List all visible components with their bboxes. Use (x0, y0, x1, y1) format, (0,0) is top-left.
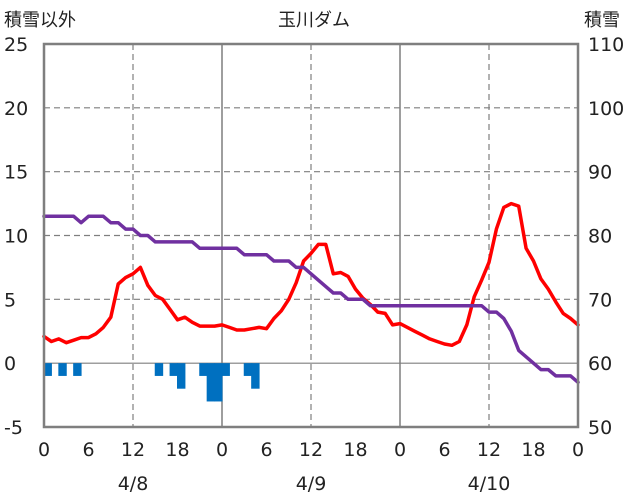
x-tick-label: 12 (299, 439, 323, 461)
y-right-tick-label: 80 (588, 226, 612, 248)
precip-bar (251, 363, 260, 389)
y-left-tick-label: 20 (4, 98, 28, 120)
temperature-line (42, 201, 580, 348)
grid-lines (44, 44, 578, 427)
precip-bar (221, 363, 230, 376)
y-left-tick-label: -5 (4, 417, 23, 439)
precip-bar (169, 363, 178, 376)
x-tick-label: 0 (38, 439, 50, 461)
y-right-tick-label: 70 (588, 289, 612, 311)
x-tick-label: 0 (216, 439, 228, 461)
y-right-tick-label: 110 (588, 34, 624, 56)
left-axis-title: 積雪以外 (4, 10, 76, 31)
x-tick-label: 6 (438, 439, 450, 461)
data-lines (42, 201, 580, 385)
x-tick-label: 6 (260, 439, 272, 461)
chart-title: 玉川ダム (278, 10, 350, 31)
precip-bar (58, 363, 67, 376)
right-axis-title: 積雪 (584, 10, 620, 31)
y-left-tick-label: 25 (4, 34, 28, 56)
precip-bar (177, 363, 186, 389)
y-left-tick-label: 15 (4, 162, 28, 184)
precipitation-bars (43, 363, 260, 402)
x-tick-label: 18 (165, 439, 189, 461)
precip-bar (43, 363, 52, 376)
y-right-tick-label: 100 (588, 98, 624, 120)
x-tick-label: 0 (394, 439, 406, 461)
y-left-tick-label: 0 (4, 353, 16, 375)
snow-depth-line (42, 214, 580, 385)
precip-bar (206, 363, 216, 402)
x-tick-label: 0 (572, 439, 584, 461)
precip-bar (199, 363, 208, 376)
x-tick-label: 12 (121, 439, 145, 461)
date-label: 4/9 (296, 473, 327, 495)
precip-bar (154, 363, 164, 376)
date-label: 4/8 (118, 473, 149, 495)
date-label: 4/10 (468, 473, 511, 495)
y-right-tick-label: 90 (588, 162, 612, 184)
y-right-tick-label: 50 (588, 417, 612, 439)
x-tick-label: 6 (82, 439, 94, 461)
precip-bar (243, 363, 253, 376)
plot-frame (42, 42, 580, 429)
precip-bar (73, 363, 82, 376)
y-left-tick-label: 5 (4, 289, 16, 311)
x-tick-label: 18 (521, 439, 545, 461)
x-tick-label: 12 (477, 439, 501, 461)
y-left-tick-label: 10 (4, 226, 28, 248)
y-right-tick-label: 60 (588, 353, 612, 375)
precip-bar (214, 363, 223, 402)
x-tick-label: 18 (343, 439, 367, 461)
